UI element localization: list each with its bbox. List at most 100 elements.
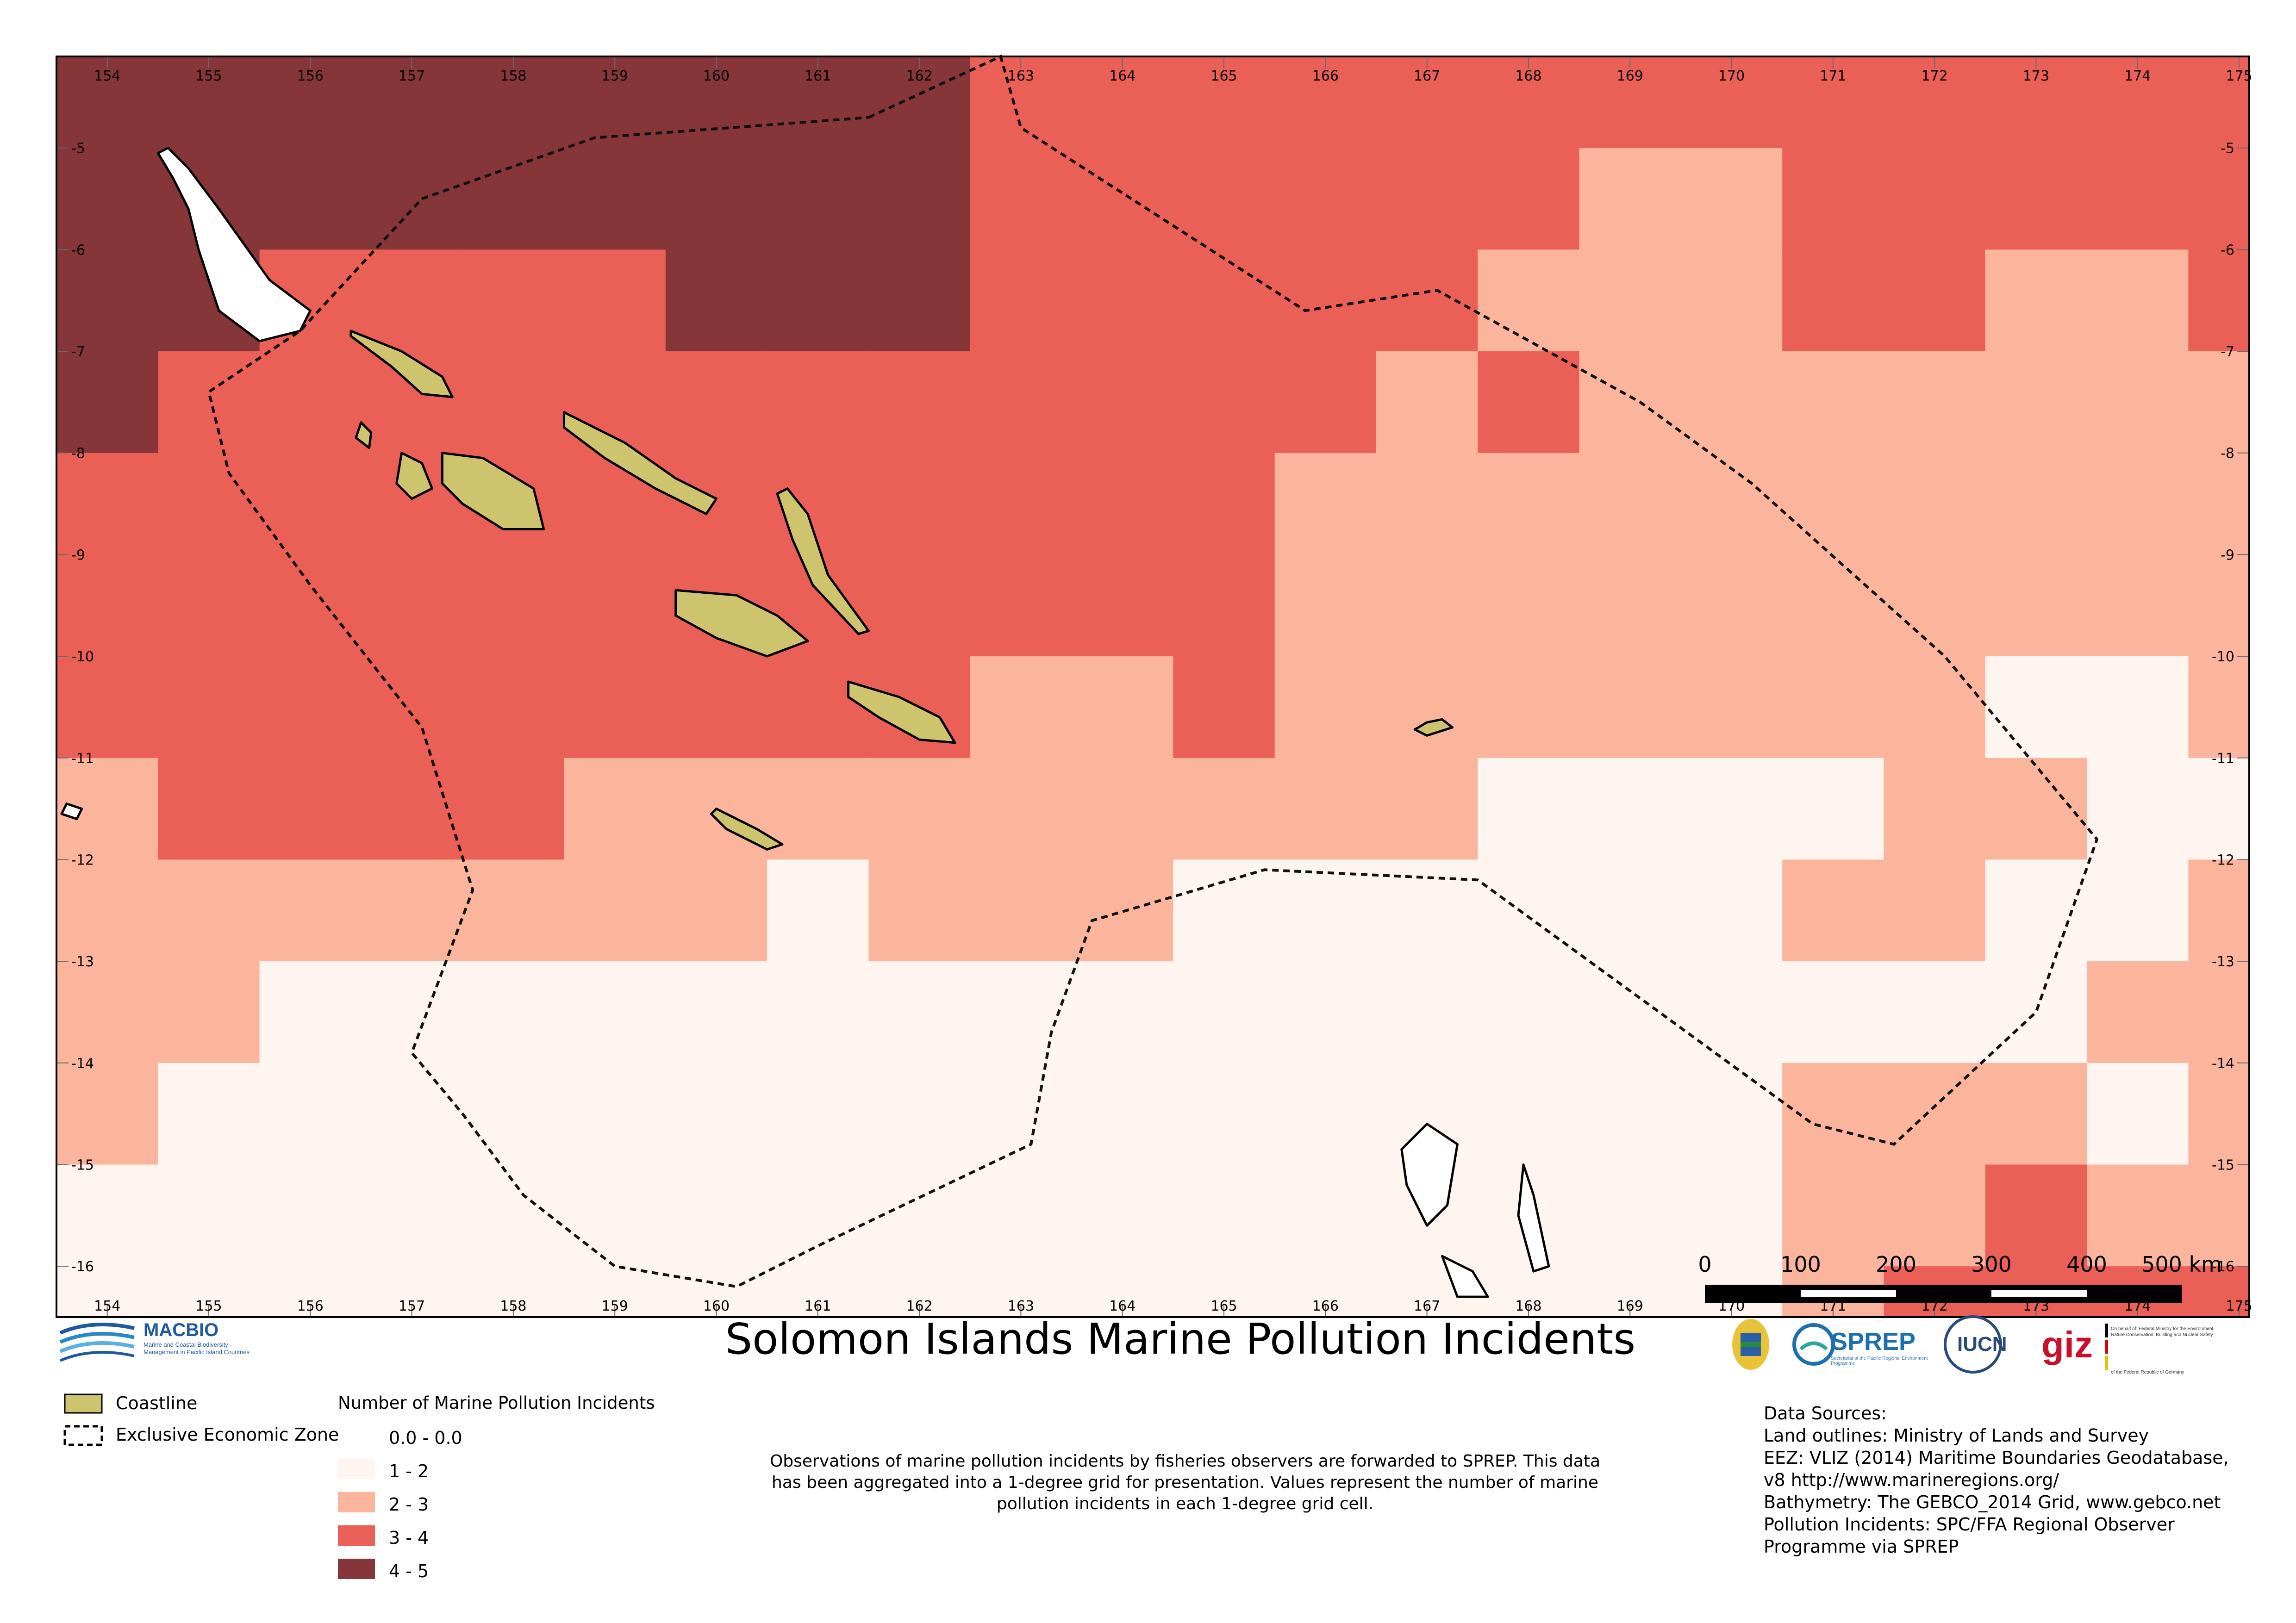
island-solomon (563, 411, 718, 515)
grid-cell (1173, 148, 1275, 250)
grid-cell (2188, 961, 2250, 1063)
grid-cell (970, 656, 1072, 759)
legend-class-swatch (338, 1425, 375, 1446)
grid-cell (2087, 453, 2189, 555)
lon-tick-label-bottom: 162 (906, 1298, 932, 1314)
grid-cell (462, 1063, 565, 1165)
grid-cell (564, 1063, 666, 1165)
grid-cell (1478, 554, 1580, 657)
islands-layer (60, 147, 1550, 1298)
grid-cell (1985, 656, 2087, 759)
grid-cell (970, 56, 1072, 149)
grid-cell (1173, 554, 1275, 657)
grid-cell (259, 961, 362, 1063)
grid-cell (1579, 453, 1681, 555)
grid-cell (56, 961, 158, 1063)
lon-tick-label-bottom: 158 (500, 1298, 526, 1314)
grid-cell (1579, 1164, 1681, 1267)
grid-cell (1782, 859, 1884, 962)
grid-cell (1274, 351, 1377, 454)
grid-cell (564, 148, 666, 250)
bmu-logo-subtitle: of the Federal Republic of Germany (2111, 1370, 2184, 1375)
grid-cell (1478, 758, 1580, 860)
grid-cell (2188, 1063, 2250, 1165)
data-source-line: Bathymetry: The GEBCO_2014 Grid, www.geb… (1764, 1492, 2221, 1512)
grid-cell (462, 554, 565, 657)
grid-cell (361, 758, 463, 860)
grid-cell (1274, 1063, 1377, 1165)
scale-bar-label: 500 km (2141, 1252, 2222, 1277)
data-source-line: Programme via SPREP (1764, 1536, 1959, 1557)
lon-tick-label-top: 157 (399, 68, 425, 84)
grid-cell (462, 148, 565, 250)
lon-tick-label-bottom: 166 (1312, 1298, 1339, 1314)
grid-cell (259, 656, 362, 759)
grid-cell (970, 249, 1072, 352)
grid-cell (1680, 656, 1783, 759)
grid-cell (1376, 249, 1478, 352)
lat-tick-label-left: -10 (71, 649, 94, 665)
lat-tick-label-left: -6 (71, 242, 85, 258)
grid-cell (2188, 656, 2250, 759)
grid-cell (259, 56, 362, 149)
grid-cell (361, 1063, 463, 1165)
iucn-logo-text: IUCN (1957, 1333, 2007, 1356)
macbio-logo-icon (59, 1323, 135, 1362)
grid-cell (361, 148, 463, 250)
grid-cell (1478, 148, 1580, 250)
grid-cell (1274, 148, 1377, 250)
lon-tick-label-top: 155 (195, 68, 222, 84)
lat-tick-label-left: -16 (71, 1259, 94, 1275)
grid-cell (1274, 453, 1377, 555)
grid-cell (2188, 148, 2250, 250)
lat-tick-label-left: -7 (71, 344, 85, 360)
island-solomon (847, 680, 956, 744)
map-title: Solomon Islands Marine Pollution Inciden… (725, 1314, 1636, 1364)
legend-class-swatch (338, 1559, 375, 1579)
grid-cell (1782, 1164, 1884, 1267)
grid-cell (1274, 758, 1377, 860)
grid-cell (158, 56, 260, 149)
grid-cell (665, 249, 767, 352)
grid-cell (1072, 554, 1173, 657)
grid-cell (1884, 351, 1986, 454)
legend-class-swatch (338, 1525, 375, 1546)
lat-tick-label-left: -12 (71, 852, 94, 868)
legend-class-label: 0.0 - 0.0 (389, 1428, 462, 1448)
sprep-logo-icon (1792, 1323, 1835, 1366)
grid-cell (56, 1063, 158, 1165)
grid-cell (158, 758, 260, 860)
grid-cell (1782, 56, 1884, 149)
grid-cell (361, 961, 463, 1063)
grid-cell (259, 758, 362, 860)
grid-cell (158, 453, 260, 555)
grid-cell (1884, 249, 1986, 352)
grid-cell (1782, 758, 1884, 860)
island-solomon (355, 421, 373, 449)
grid-cell (259, 1063, 362, 1165)
eez-boundary (207, 54, 2099, 1288)
grid-cell (1072, 351, 1173, 454)
scale-bar: 0 100 200 300 400 500 km (1698, 1252, 2222, 1303)
lon-tick-label-bottom: 175 (2226, 1298, 2252, 1314)
lon-tick-label-bottom: 160 (703, 1298, 730, 1314)
grid-cell (462, 961, 565, 1063)
grid-cell (1478, 56, 1580, 149)
grid-cell (1680, 56, 1783, 149)
lat-tick-label-right: -12 (2212, 852, 2234, 868)
grid-cell (1985, 554, 2087, 657)
grid-cell (361, 859, 463, 962)
grid-cell (56, 56, 158, 149)
grid-cell (259, 554, 362, 657)
grid-cell (1173, 961, 1275, 1063)
grid-cell (2188, 554, 2250, 657)
grid-cell (868, 148, 971, 250)
grid-cell (1173, 453, 1275, 555)
grid-cell (259, 1164, 362, 1267)
lon-tick-label-top: 162 (906, 68, 932, 84)
grid-cell (665, 1164, 767, 1267)
island-solomon (441, 452, 545, 530)
grid-cell (1579, 56, 1681, 149)
grid-cell (564, 656, 666, 759)
grid-cell (1376, 554, 1478, 657)
